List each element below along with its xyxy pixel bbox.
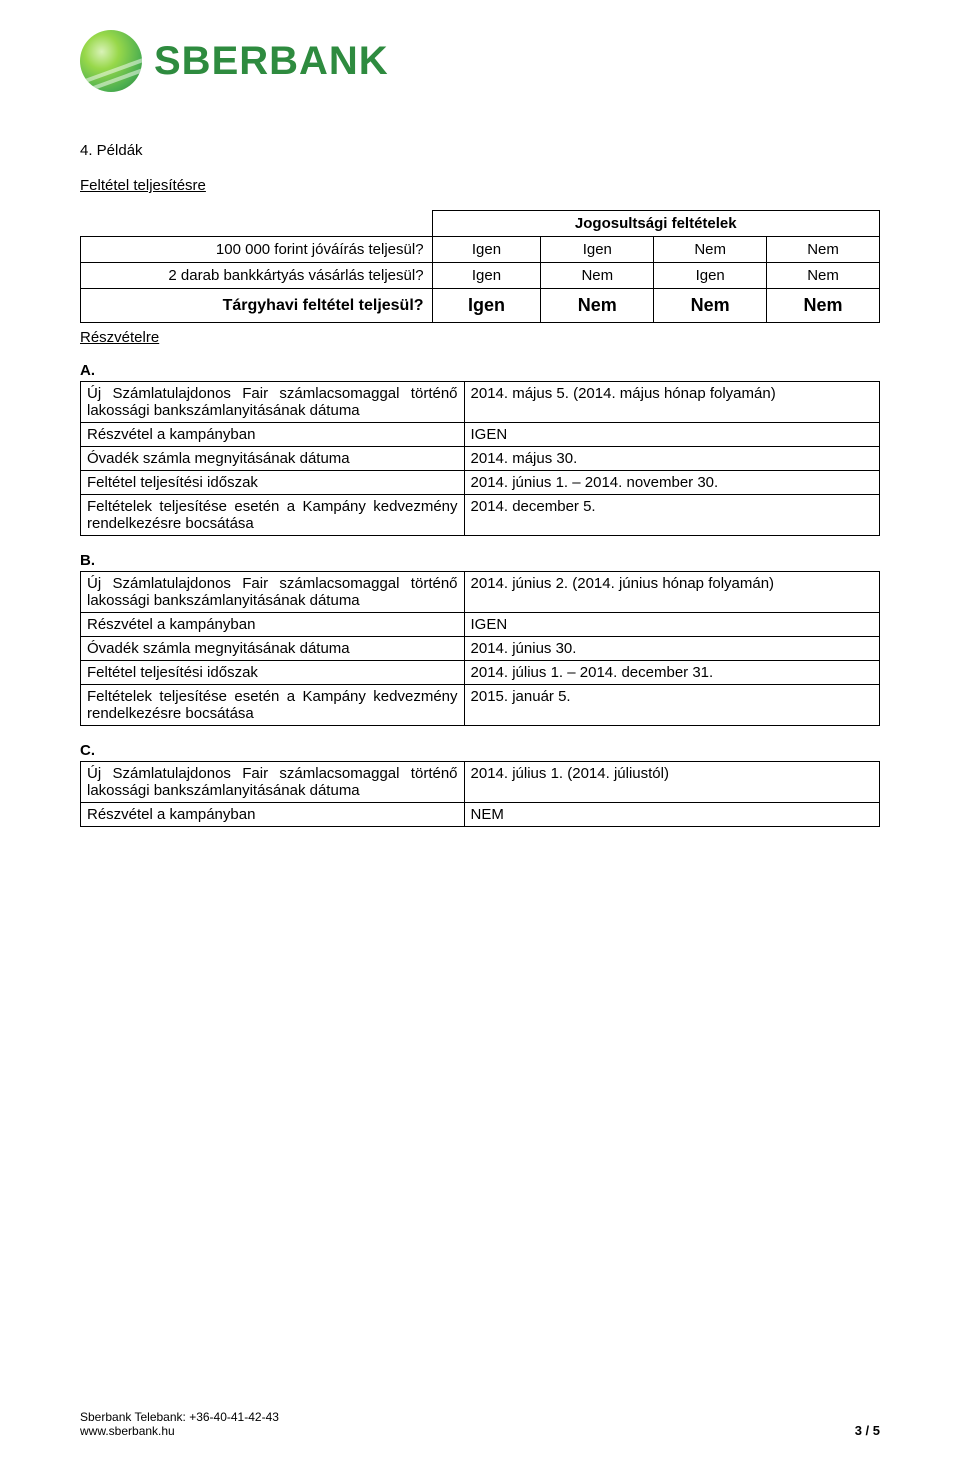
row1-c1: Igen xyxy=(432,237,541,263)
b-uj-label: Új Számlatulajdonos Fair számlacsomaggal… xyxy=(81,572,465,613)
eligibility-title-cell: Jogosultsági feltételek xyxy=(432,211,879,237)
c-uj-label: Új Számlatulajdonos Fair számlacsomaggal… xyxy=(81,762,465,803)
row1-c2: Igen xyxy=(541,237,654,263)
row1-label: 100 000 forint jóváírás teljesül? xyxy=(81,237,433,263)
b-kedvezmeny-val: 2015. január 5. xyxy=(464,685,879,726)
row2-c3: Igen xyxy=(654,263,767,289)
letter-c: C. xyxy=(80,742,880,759)
table-a: Új Számlatulajdonos Fair számlacsomaggal… xyxy=(80,381,880,536)
c-resz-val: NEM xyxy=(464,803,879,827)
row2-c1: Igen xyxy=(432,263,541,289)
a-resz-val: IGEN xyxy=(464,423,879,447)
a-idoszak-label: Feltétel teljesítési időszak xyxy=(81,471,465,495)
table-b: Új Számlatulajdonos Fair számlacsomaggal… xyxy=(80,571,880,726)
a-kedvezmeny-label: Feltételek teljesítése esetén a Kampány … xyxy=(81,495,465,536)
b-ovadek-val: 2014. június 30. xyxy=(464,637,879,661)
b-resz-val: IGEN xyxy=(464,613,879,637)
table-row: 100 000 forint jóváírás teljesül? Igen I… xyxy=(81,237,880,263)
row3-c2: Nem xyxy=(541,289,654,323)
row3-c1: Igen xyxy=(432,289,541,323)
a-resz-label: Részvétel a kampányban xyxy=(81,423,465,447)
a-ovadek-val: 2014. május 30. xyxy=(464,447,879,471)
row2-c2: Nem xyxy=(541,263,654,289)
sberbank-logo-icon xyxy=(80,30,142,92)
row2-label: 2 darab bankkártyás vásárlás teljesül? xyxy=(81,263,433,289)
letter-a: A. xyxy=(80,362,880,379)
footer-website: www.sberbank.hu xyxy=(80,1424,880,1438)
row3-label: Tárgyhavi feltétel teljesül? xyxy=(81,289,433,323)
condition-heading: Feltétel teljesítésre xyxy=(80,177,880,194)
b-uj-val: 2014. június 2. (2014. június hónap foly… xyxy=(464,572,879,613)
row3-c4: Nem xyxy=(767,289,880,323)
brand-name: SBERBANK xyxy=(154,39,389,84)
row2-c4: Nem xyxy=(767,263,880,289)
page-number: 3 / 5 xyxy=(855,1423,880,1438)
section-heading: 4. Példák xyxy=(80,142,880,159)
a-idoszak-val: 2014. június 1. – 2014. november 30. xyxy=(464,471,879,495)
logo-header: SBERBANK xyxy=(80,30,880,92)
b-idoszak-val: 2014. július 1. – 2014. december 31. xyxy=(464,661,879,685)
table-row-bold: Tárgyhavi feltétel teljesül? Igen Nem Ne… xyxy=(81,289,880,323)
a-uj-val: 2014. május 5. (2014. május hónap folyam… xyxy=(464,382,879,423)
a-uj-label: Új Számlatulajdonos Fair számlacsomaggal… xyxy=(81,382,465,423)
row1-c3: Nem xyxy=(654,237,767,263)
eligibility-table: Jogosultsági feltételek 100 000 forint j… xyxy=(80,210,880,323)
b-kedvezmeny-label: Feltételek teljesítése esetén a Kampány … xyxy=(81,685,465,726)
table-row: 2 darab bankkártyás vásárlás teljesül? I… xyxy=(81,263,880,289)
b-ovadek-label: Óvadék számla megnyitásának dátuma xyxy=(81,637,465,661)
letter-b: B. xyxy=(80,552,880,569)
table-c: Új Számlatulajdonos Fair számlacsomaggal… xyxy=(80,761,880,827)
footer-telebank: Sberbank Telebank: +36-40-41-42-43 xyxy=(80,1410,880,1424)
row1-c4: Nem xyxy=(767,237,880,263)
c-resz-label: Részvétel a kampányban xyxy=(81,803,465,827)
page-footer: Sberbank Telebank: +36-40-41-42-43 www.s… xyxy=(80,1410,880,1438)
c-uj-val: 2014. július 1. (2014. júliustól) xyxy=(464,762,879,803)
a-kedvezmeny-val: 2014. december 5. xyxy=(464,495,879,536)
row3-c3: Nem xyxy=(654,289,767,323)
b-resz-label: Részvétel a kampányban xyxy=(81,613,465,637)
a-ovadek-label: Óvadék számla megnyitásának dátuma xyxy=(81,447,465,471)
participation-heading: Részvételre xyxy=(80,329,880,346)
document-page: SBERBANK 4. Példák Feltétel teljesítésre… xyxy=(0,0,960,1468)
b-idoszak-label: Feltétel teljesítési időszak xyxy=(81,661,465,685)
